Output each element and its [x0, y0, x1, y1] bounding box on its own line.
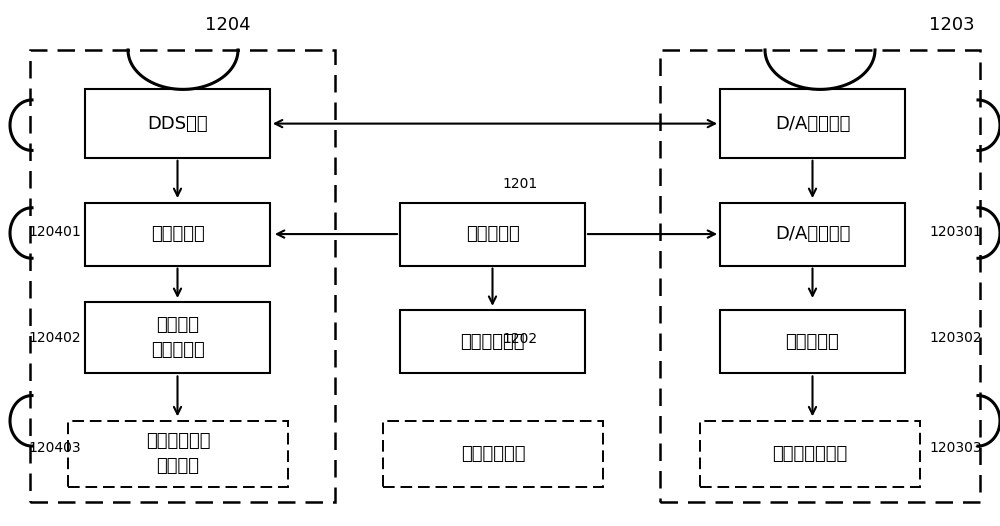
Bar — [85, 302, 270, 373]
Bar — [30, 50, 335, 502]
Text: 功率放大器: 功率放大器 — [786, 333, 839, 351]
Bar — [383, 421, 603, 487]
Text: 数字电位器: 数字电位器 — [151, 225, 204, 243]
Text: 120301: 120301 — [929, 226, 982, 239]
Bar — [720, 89, 905, 158]
Bar — [400, 310, 585, 373]
Text: 120401: 120401 — [28, 226, 81, 239]
Text: 核心控制器: 核心控制器 — [466, 225, 519, 243]
Text: D/A转换器一: D/A转换器一 — [775, 115, 850, 133]
Text: D/A转换器二: D/A转换器二 — [775, 225, 850, 243]
Text: 120303: 120303 — [929, 441, 982, 455]
Text: 120403: 120403 — [28, 441, 81, 455]
Bar — [700, 421, 920, 487]
Bar — [85, 89, 270, 158]
Text: 高频功率
放大器模块: 高频功率 放大器模块 — [151, 317, 204, 359]
Bar — [660, 50, 980, 502]
Text: 1201: 1201 — [502, 177, 537, 191]
Bar — [720, 310, 905, 373]
Text: 120302: 120302 — [929, 331, 982, 345]
Bar — [68, 421, 288, 487]
Bar — [720, 203, 905, 266]
Text: 120402: 120402 — [28, 331, 81, 345]
Text: DDS模块: DDS模块 — [147, 115, 208, 133]
Bar — [400, 203, 585, 266]
Text: 1203: 1203 — [929, 16, 975, 34]
Text: 1202: 1202 — [502, 332, 537, 346]
Bar — [85, 203, 270, 266]
Text: 振动驱动信号: 振动驱动信号 — [461, 444, 525, 463]
Text: 静电力驱动信号: 静电力驱动信号 — [772, 444, 848, 463]
Text: 1204: 1204 — [205, 16, 251, 34]
Text: 空气压膜效应
驱动信号: 空气压膜效应 驱动信号 — [146, 432, 210, 475]
Text: 振动源驱动器: 振动源驱动器 — [460, 333, 525, 351]
